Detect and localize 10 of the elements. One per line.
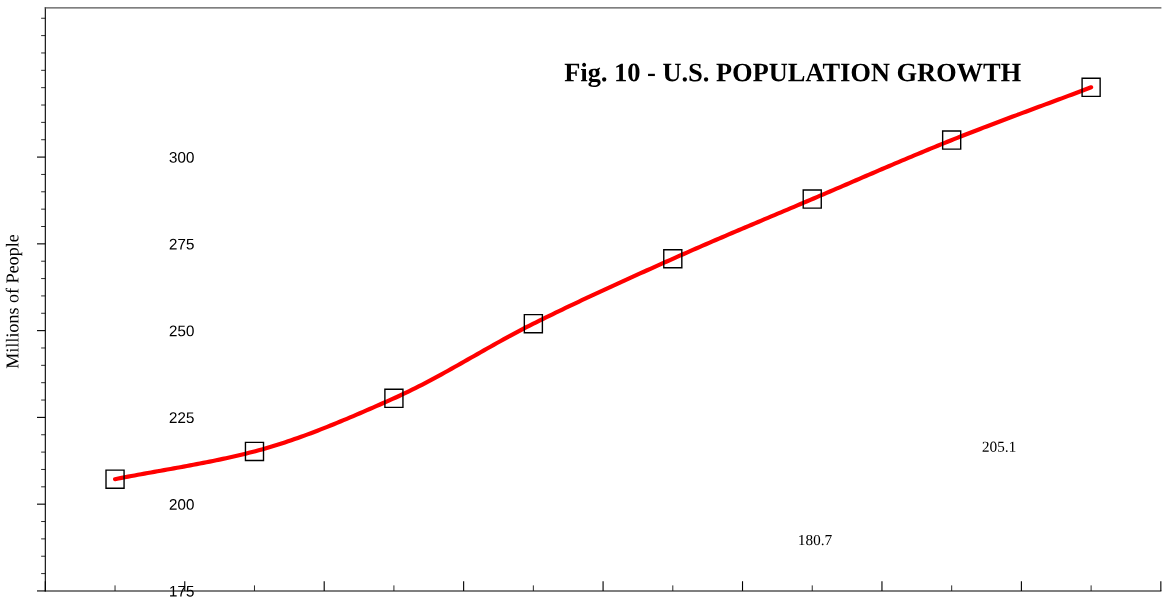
annotation: 205.1: [982, 441, 1016, 452]
y-axis-title: Millions of People: [5, 234, 23, 369]
y-tick-label: 175: [170, 585, 194, 597]
annotation: 180.7: [799, 534, 832, 546]
y-tick-label: 250: [169, 325, 194, 337]
text: Fig. 10 - U.S. POPULATION GROWTH: [564, 62, 1021, 87]
y-tick-label: 300: [169, 151, 194, 163]
y-tick-label: 225: [169, 412, 194, 424]
y-tick-label: 275: [169, 238, 194, 250]
y-tick-label: 200: [169, 499, 194, 510]
